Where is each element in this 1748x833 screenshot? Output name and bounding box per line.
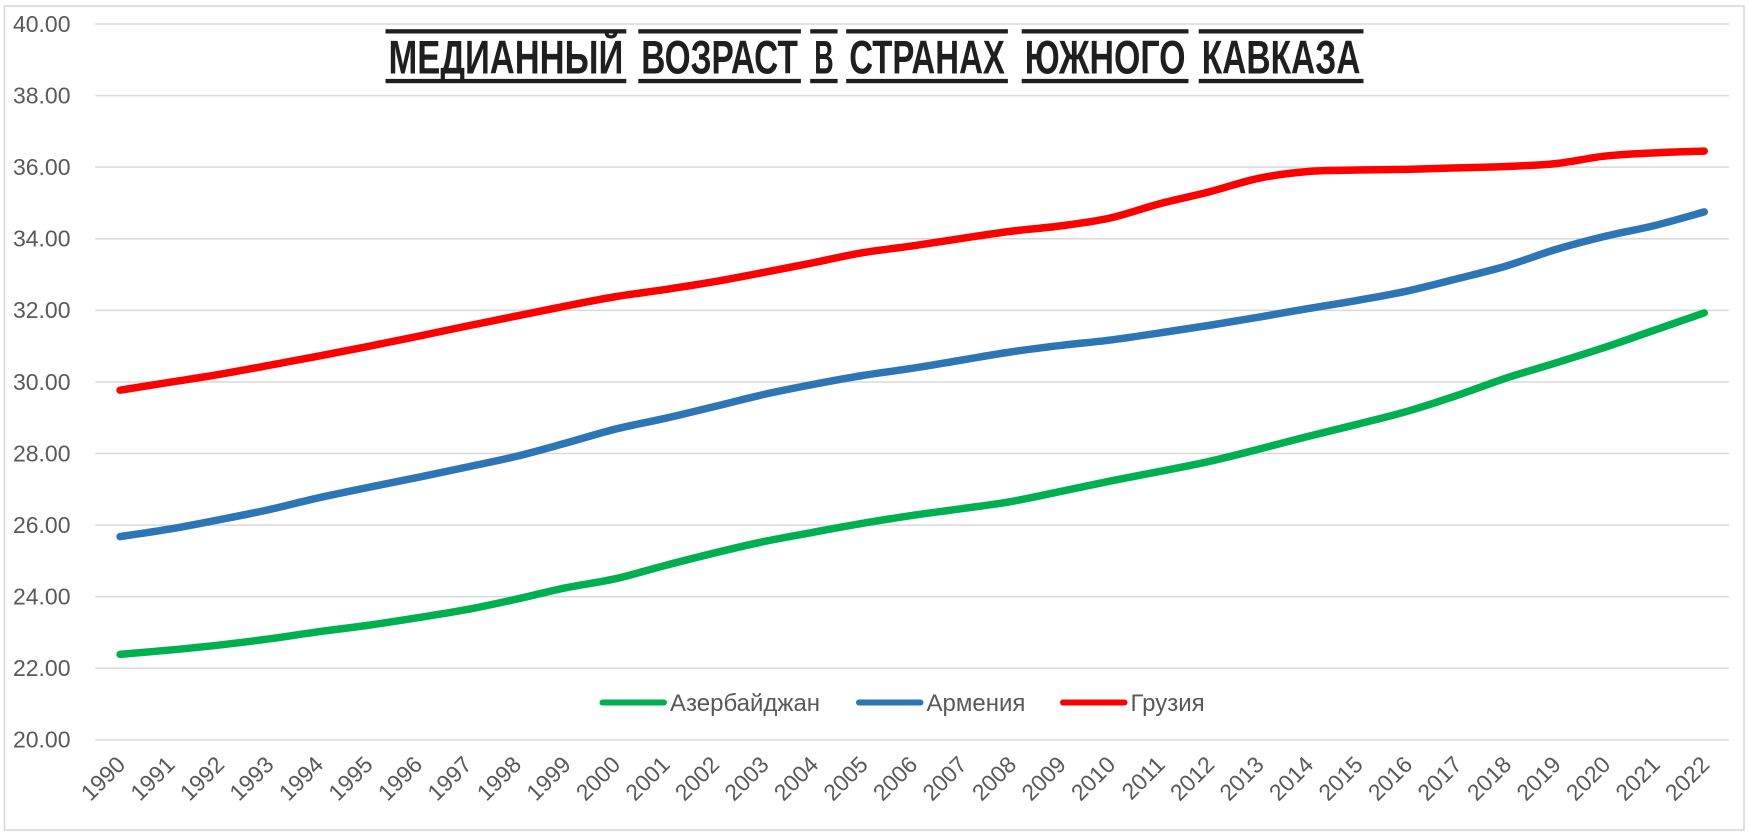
svg-text:34.00: 34.00: [13, 226, 71, 252]
svg-text:СТРАНАХ: СТРАНАХ: [849, 30, 1005, 83]
svg-text:ЮЖНОГО: ЮЖНОГО: [1025, 30, 1186, 83]
svg-text:40.00: 40.00: [13, 11, 71, 37]
svg-text:20.00: 20.00: [13, 727, 71, 753]
svg-text:36.00: 36.00: [13, 154, 71, 180]
svg-text:28.00: 28.00: [13, 440, 71, 466]
svg-text:Грузия: Грузия: [1131, 690, 1205, 717]
svg-text:КАВКАЗА: КАВКАЗА: [1202, 30, 1361, 83]
svg-text:Азербайджан: Азербайджан: [670, 690, 820, 717]
svg-text:38.00: 38.00: [13, 82, 71, 108]
svg-text:МЕДИАННЫЙ: МЕДИАННЫЙ: [389, 30, 624, 83]
svg-text:24.00: 24.00: [13, 584, 71, 610]
svg-text:Армения: Армения: [927, 690, 1026, 717]
svg-text:ВОЗРАСТ: ВОЗРАСТ: [641, 30, 798, 83]
svg-text:В: В: [814, 30, 833, 83]
svg-text:26.00: 26.00: [13, 512, 71, 538]
svg-text:32.00: 32.00: [13, 297, 71, 323]
svg-text:30.00: 30.00: [13, 369, 71, 395]
svg-text:22.00: 22.00: [13, 655, 71, 681]
